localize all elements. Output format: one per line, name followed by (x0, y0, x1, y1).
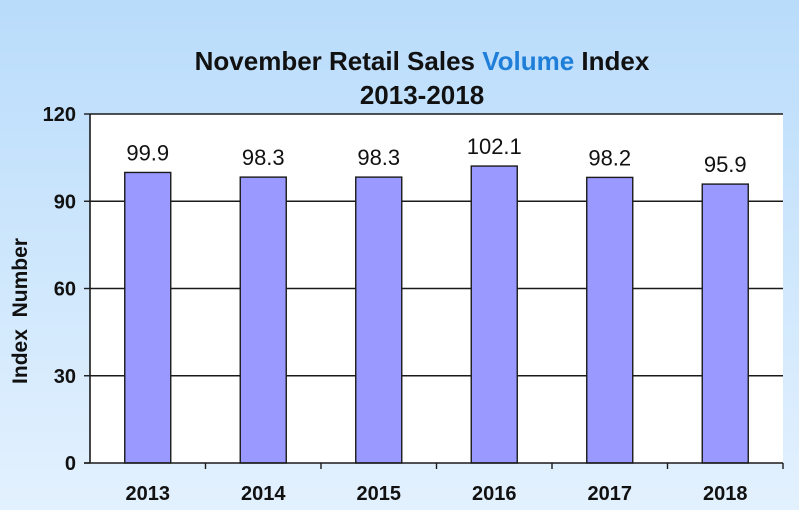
grid-lines (90, 113, 783, 377)
x-tick-label: 2018 (703, 483, 748, 505)
chart-title-part2: Index (574, 46, 650, 76)
y-tick-label: 60 (54, 279, 76, 301)
x-tick-label: 2015 (357, 483, 402, 505)
data-label: 98.3 (357, 145, 400, 170)
data-label: 102.1 (467, 134, 522, 159)
x-axis-ticks: 2013 2014 2015 2016 2017 2018 (126, 463, 784, 505)
y-tick-label: 30 (54, 366, 76, 388)
data-label: 95.9 (704, 152, 747, 177)
bars (124, 165, 749, 464)
chart-subtitle: 2013-2018 (360, 80, 484, 110)
bar (470, 165, 518, 464)
bar (586, 176, 634, 464)
bar (239, 176, 287, 464)
y-axis-ticks: 0 30 60 90 120 (43, 104, 90, 475)
bar (701, 183, 749, 464)
chart-title-part1: November Retail Sales (195, 46, 483, 76)
y-tick-label: 90 (54, 191, 76, 213)
data-label: 98.2 (588, 145, 631, 170)
chart-title: November Retail Sales Volume Index (195, 46, 650, 76)
x-tick-label: 2017 (588, 483, 633, 505)
bar (124, 171, 172, 464)
y-axis-label: Index Number (9, 238, 32, 384)
x-tick-label: 2014 (241, 483, 286, 505)
data-label: 98.3 (242, 145, 285, 170)
chart-title-highlight: Volume (482, 46, 574, 76)
x-tick-label: 2016 (472, 483, 517, 505)
y-tick-label: 120 (43, 104, 76, 126)
x-tick-label: 2013 (126, 483, 171, 505)
y-tick-label: 0 (65, 453, 76, 475)
data-labels: 99.9 98.3 98.3 102.1 98.2 95.9 (126, 134, 746, 177)
data-label: 99.9 (126, 140, 169, 165)
bar (355, 176, 403, 464)
axes (84, 114, 783, 464)
